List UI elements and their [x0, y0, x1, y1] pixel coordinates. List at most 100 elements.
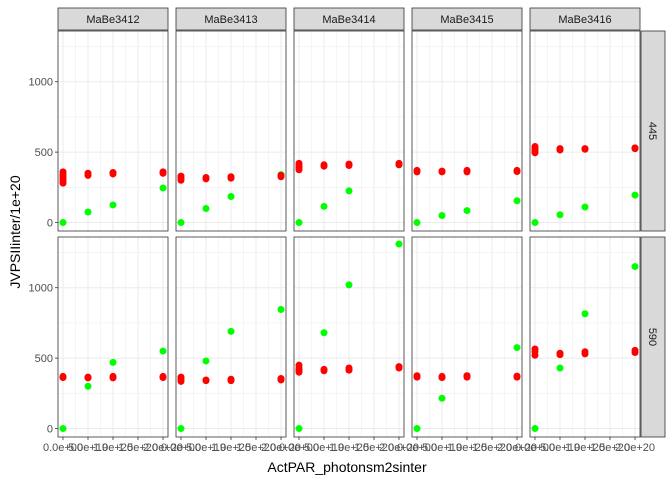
x-tick-label: 5.0e+19 [68, 442, 108, 454]
data-point-green [159, 347, 167, 355]
facet-label-MaBe3415: MaBe3415 [440, 14, 493, 26]
panel-MaBe3416-445 [529, 30, 641, 232]
data-point-red [177, 377, 185, 385]
data-point-red [438, 374, 446, 382]
data-point-red [277, 173, 285, 181]
data-point-red [227, 174, 235, 182]
data-point-red [513, 168, 521, 176]
y-tick-label: 0 [47, 218, 53, 230]
panel-border [529, 30, 641, 232]
data-point-red [556, 351, 564, 359]
data-point-green [84, 382, 92, 390]
data-point-green [277, 306, 285, 314]
data-point-red [395, 364, 403, 372]
x-tick-label: 0.0e+00 [279, 442, 319, 454]
x-tick-label: 1.0e+20 [211, 442, 251, 454]
data-point-green [631, 191, 639, 199]
panel-MaBe3415-445 [411, 30, 523, 232]
panel-MaBe3412-590: 0 500 1000 0.0e+005.0e+191.0e+201.5e+202.0e… [29, 236, 183, 454]
data-point-green [295, 219, 303, 227]
x-tick-label: 2.0e+20 [261, 442, 301, 454]
data-point-red [413, 373, 421, 381]
panels-layer: MaBe3412 MaBe3413 MaBe3414 MaBe3415 MaBe3416… [29, 7, 666, 454]
data-point-green [581, 203, 589, 211]
data-point-red [463, 373, 471, 381]
data-point-green [159, 184, 167, 192]
data-point-red [556, 146, 564, 154]
x-tick-label: 5.0e+19 [186, 442, 226, 454]
panel-border [57, 30, 169, 232]
facet-strip-MaBe3413 [175, 7, 287, 31]
data-point-green [631, 263, 639, 271]
data-point-green [413, 219, 421, 227]
facet-label-MaBe3416: MaBe3416 [558, 14, 611, 26]
data-point-red [513, 373, 521, 381]
data-point-red [295, 166, 303, 174]
data-point-red [159, 169, 167, 177]
data-point-red [59, 179, 67, 187]
x-tick-label: 1.0e+20 [93, 442, 133, 454]
x-tick-label: 2.0e+20 [143, 442, 183, 454]
data-point-red [631, 145, 639, 153]
x-tick-label: 5.0e+19 [422, 442, 462, 454]
x-tick-label: 0.0e+00 [161, 442, 201, 454]
data-point-red [84, 374, 92, 382]
data-point-red [202, 377, 210, 385]
data-point-red [295, 368, 303, 376]
facet-label-row-590: 590 [646, 328, 658, 346]
data-point-green [345, 187, 353, 195]
panel-MaBe3412-445: 0 500 1000 [29, 30, 169, 232]
data-point-green [84, 208, 92, 216]
x-tick-label: 1.5e+20 [354, 442, 394, 454]
data-point-green [531, 425, 539, 433]
x-tick-label: 5.0e+19 [540, 442, 580, 454]
facet-label-row-445: 445 [646, 122, 658, 140]
y-tick-label: 1000 [29, 77, 53, 89]
data-point-red [59, 374, 67, 382]
data-point-red [202, 175, 210, 183]
data-point-green [177, 425, 185, 433]
panel-MaBe3414-590: 0.0e+005.0e+191.0e+201.5e+202.0e+20 [279, 236, 419, 454]
data-point-red [177, 176, 185, 184]
data-point-red [438, 168, 446, 176]
data-point-red [413, 168, 421, 176]
data-point-red [84, 171, 92, 179]
data-point-green [320, 202, 328, 210]
data-point-green [413, 425, 421, 433]
x-tick-label: 2.0e+20 [615, 442, 655, 454]
facet-label-MaBe3412: MaBe3412 [86, 14, 139, 26]
data-point-red [631, 348, 639, 356]
data-point-green [109, 358, 117, 366]
panel-border [411, 30, 523, 232]
data-point-green [438, 212, 446, 220]
data-point-green [438, 394, 446, 402]
y-tick-label: 1000 [29, 283, 53, 295]
x-tick-label: 0.0e+00 [397, 442, 437, 454]
data-point-green [531, 219, 539, 227]
data-point-red [531, 351, 539, 359]
x-tick-label: 1.0e+20 [447, 442, 487, 454]
facet-label-MaBe3413: MaBe3413 [204, 14, 257, 26]
facet-strip-row-590 [640, 236, 666, 438]
x-tick-label: 1.5e+20 [118, 442, 158, 454]
data-point-green [320, 329, 328, 337]
x-tick-label: 1.0e+20 [565, 442, 605, 454]
x-tick-label: 0.0e+00 [515, 442, 555, 454]
data-point-green [109, 201, 117, 209]
data-point-red [159, 374, 167, 382]
data-point-red [227, 377, 235, 385]
x-tick-label: 2.0e+20 [497, 442, 537, 454]
facet-strip-MaBe3414 [293, 7, 405, 31]
x-tick-label: 2.0e+20 [379, 442, 419, 454]
data-point-green [513, 344, 521, 352]
data-point-red [345, 366, 353, 374]
facet-strip-MaBe3416 [529, 7, 641, 31]
x-tick-label: 1.5e+20 [472, 442, 512, 454]
facet-strip-row-445 [640, 30, 666, 232]
panel-border [175, 30, 287, 232]
y-tick-label: 500 [35, 147, 53, 159]
x-axis-title: ActPAR_photonsm2sinter [267, 459, 427, 475]
data-point-red [581, 145, 589, 153]
panel-MaBe3413-590: 0.0e+005.0e+191.0e+201.5e+202.0e+20 [161, 236, 301, 454]
data-point-green [177, 219, 185, 227]
